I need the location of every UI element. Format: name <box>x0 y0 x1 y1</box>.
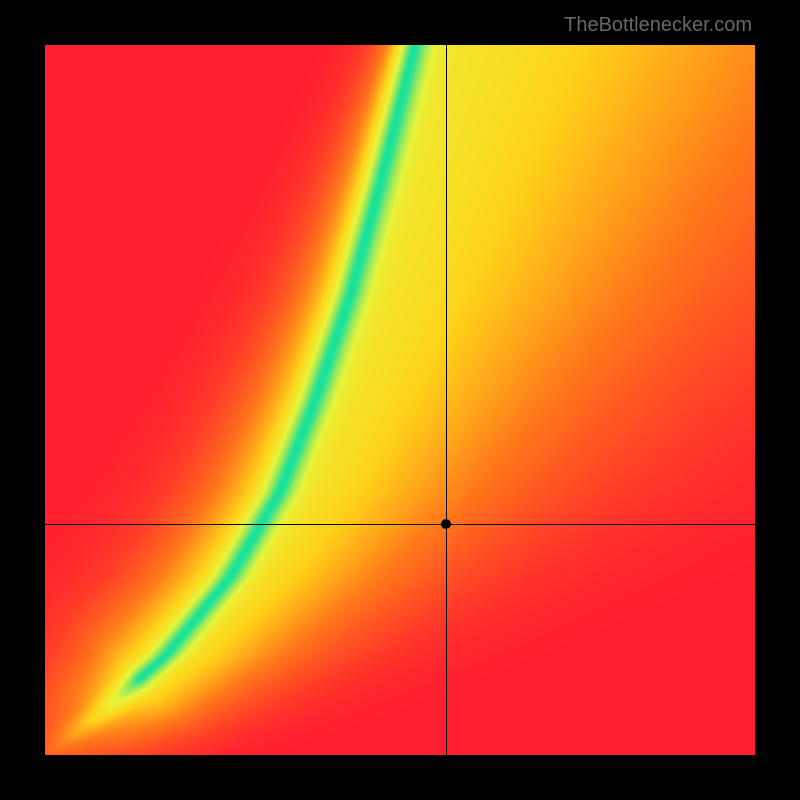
crosshair-marker <box>441 519 451 529</box>
crosshair-horizontal <box>45 524 755 525</box>
crosshair-vertical <box>446 45 447 755</box>
heatmap-plot <box>45 45 755 755</box>
watermark-text: TheBottlenecker.com <box>564 14 752 37</box>
heatmap-canvas <box>45 45 755 755</box>
